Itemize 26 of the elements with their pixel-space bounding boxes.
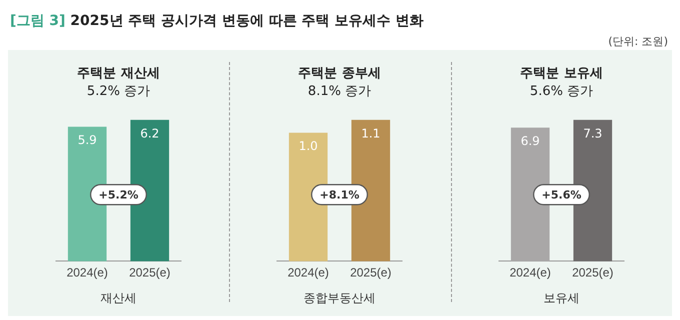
x-axis-title: 종합부동산세 (304, 291, 376, 306)
data-label: 6.2 (140, 126, 160, 140)
x-axis-title: 보유세 (543, 291, 580, 306)
x-tick-label: 2025(e) (350, 266, 392, 280)
chart-subtitle: 5.6% 증가 (530, 84, 593, 99)
data-label: 5.9 (78, 133, 97, 148)
x-tick-label: 2024(e) (509, 266, 551, 280)
annotation: +8.1% (320, 188, 360, 202)
x-tick-label: 2025(e) (129, 266, 170, 280)
x-tick-label: 2025(e) (572, 266, 614, 280)
chart-subtitle: 8.1% 증가 (308, 84, 372, 99)
data-label: 6.9 (520, 134, 540, 148)
data-label: 7.3 (582, 126, 602, 140)
annotation: +5.2% (98, 188, 138, 202)
text: [그림 3] 2025년 주택 공시가격 변동에 따른 주택 보유세수 변화 (10, 12, 424, 30)
data-label: 1.1 (362, 126, 381, 140)
x-axis-title: 재산세 (100, 291, 136, 306)
chart-title: 주택분 종부세 (298, 66, 382, 82)
annotation: +5.6% (541, 188, 582, 202)
x-tick-label: 2024(e) (288, 266, 330, 280)
chart-subtitle: 5.2% 증가 (86, 84, 150, 99)
chart-title: 주택분 재산세 (77, 66, 160, 82)
x-tick-label: 2024(e) (66, 266, 108, 280)
data-label: 1.0 (299, 139, 318, 154)
text: (단위: 조원) (608, 34, 668, 49)
chart-title: 주택분 보유세 (520, 66, 602, 82)
